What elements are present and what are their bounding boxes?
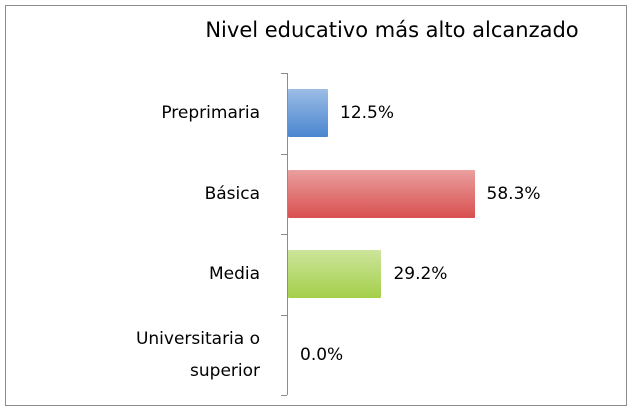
bar (288, 89, 328, 138)
tick-mark (281, 314, 287, 316)
value-label: 58.3% (486, 183, 541, 204)
tick-mark (281, 73, 287, 74)
value-label: 12.5% (340, 103, 395, 124)
bar (288, 169, 475, 218)
tick-mark (281, 395, 287, 396)
tick-mark (281, 234, 287, 235)
chart-title: Nivel educativo más alto alcanzado (205, 18, 579, 42)
value-label: 29.2% (393, 264, 448, 285)
tick-mark (281, 153, 287, 155)
category-label: Universitaria o superior (135, 328, 260, 381)
value-label: 0.0% (300, 344, 344, 365)
category-label: Preprimaria (161, 103, 260, 124)
category-label: Media (208, 264, 260, 285)
category-label: Básica (204, 183, 260, 204)
bar (288, 250, 382, 299)
axis-line (287, 73, 288, 395)
chart (5, 5, 627, 406)
